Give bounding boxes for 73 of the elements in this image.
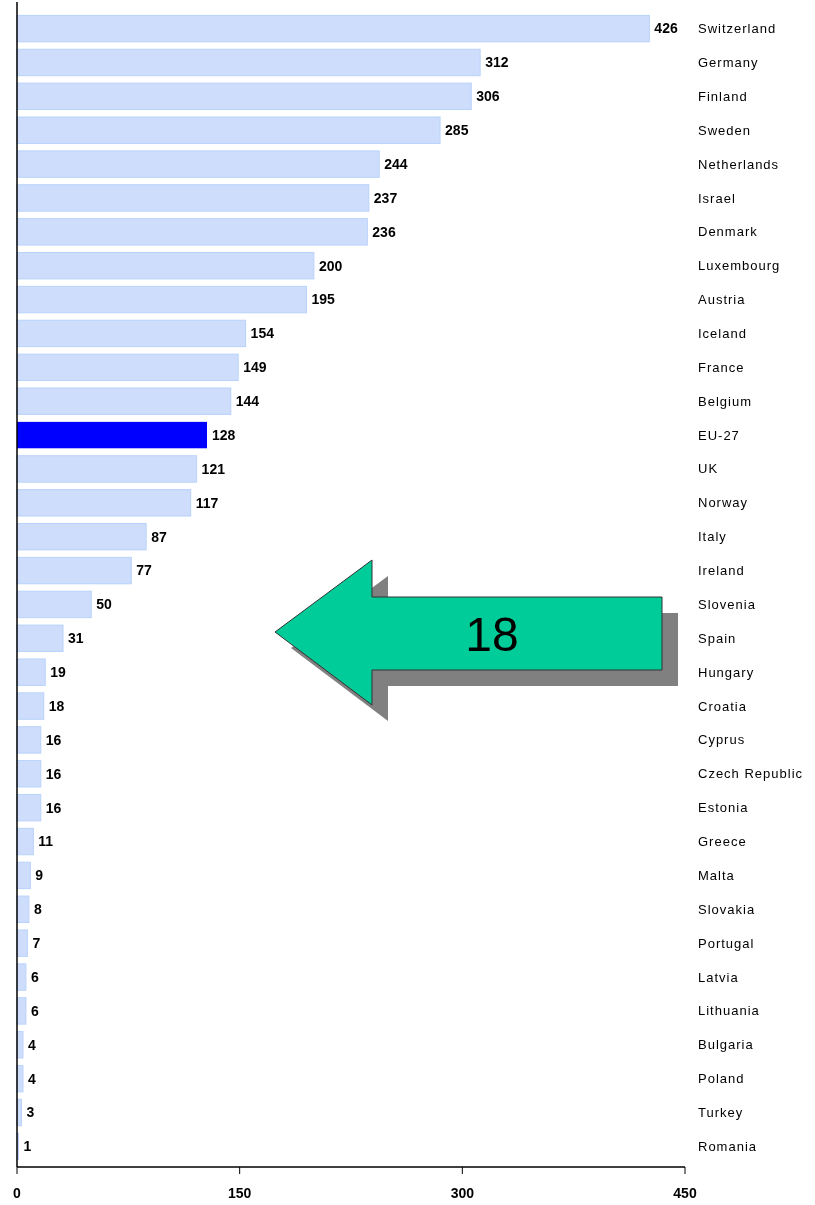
y-tick-label: Portugal <box>698 935 755 951</box>
data-label: 4 <box>27 1070 36 1087</box>
x-tick-label: 450 <box>673 1185 697 1201</box>
data-label: 285 <box>445 122 469 139</box>
y-tick-label: Estonia <box>698 800 749 816</box>
y-tick-label: Netherlands <box>698 156 780 172</box>
data-label: 16 <box>45 731 62 748</box>
y-tick-label: Germany <box>698 55 759 71</box>
data-label: 426 <box>654 20 678 37</box>
data-label: 87 <box>151 528 167 545</box>
data-label: 6 <box>30 1002 39 1019</box>
data-label: 1 <box>23 1138 32 1155</box>
y-tick-label: France <box>698 359 745 375</box>
data-label: 4 <box>27 1036 36 1053</box>
data-label: 8 <box>33 901 42 918</box>
y-tick-label: Finland <box>698 88 748 104</box>
data-label: 312 <box>485 54 509 71</box>
y-tick-label: UK <box>698 461 719 477</box>
data-label: 121 <box>201 460 226 477</box>
y-tick-label: Slovakia <box>698 901 756 917</box>
data-label: 7 <box>32 935 41 952</box>
y-tick-label: Luxembourg <box>698 258 781 274</box>
data-label: 117 <box>195 494 219 511</box>
y-tick-label: Latvia <box>698 969 739 985</box>
data-label: 50 <box>96 596 113 613</box>
x-tick-label: 150 <box>227 1185 252 1201</box>
data-label: 195 <box>311 291 336 308</box>
y-tick-label: Romania <box>698 1138 758 1154</box>
data-label: 144 <box>235 393 260 410</box>
data-label: 9 <box>35 867 44 884</box>
y-tick-label: Bulgaria <box>698 1037 754 1053</box>
y-tick-label: Slovenia <box>698 596 756 612</box>
data-label: 200 <box>318 257 343 274</box>
y-tick-label: Spain <box>698 630 737 646</box>
data-label: 11 <box>38 833 54 850</box>
y-tick-label: EU-27 <box>698 427 740 443</box>
y-tick-label: Czech Republic <box>698 766 804 782</box>
y-tick-label: Poland <box>698 1071 745 1087</box>
y-tick-label: Belgium <box>698 393 752 409</box>
y-tick-label: Iceland <box>698 326 747 341</box>
data-label: 3 <box>26 1104 35 1121</box>
data-label: 236 <box>372 223 396 240</box>
y-tick-label: Turkey <box>698 1105 744 1121</box>
y-tick-label: Sweden <box>698 122 751 138</box>
y-tick-label: Hungary <box>698 664 755 680</box>
x-tick-label: 0 <box>13 1185 22 1201</box>
data-label: 306 <box>476 88 500 105</box>
data-label: 6 <box>30 968 39 985</box>
y-tick-label: Denmark <box>698 224 758 240</box>
y-tick-label: Austria <box>698 292 746 308</box>
data-label: 16 <box>45 799 62 816</box>
data-label: 77 <box>136 562 153 579</box>
y-tick-label: Croatia <box>698 698 747 714</box>
data-label: 19 <box>50 664 66 681</box>
y-tick-label: Israel <box>698 190 736 206</box>
y-tick-label: Malta <box>698 867 735 883</box>
y-tick-label: Switzerland <box>698 21 777 37</box>
y-tick-label: Greece <box>698 834 747 850</box>
data-label: 18 <box>48 697 65 714</box>
data-label: 31 <box>68 630 84 647</box>
annotation: 18 <box>465 607 519 661</box>
data-label: 237 <box>373 189 398 206</box>
data-label: 154 <box>250 325 275 342</box>
data-label: 16 <box>45 765 62 782</box>
y-tick-label: Italy <box>698 529 727 545</box>
y-tick-label: Ireland <box>698 563 745 579</box>
data-label: 149 <box>243 359 267 376</box>
y-tick-label: Cyprus <box>698 732 746 748</box>
y-tick-label: Norway <box>698 495 749 511</box>
y-tick-label: Lithuania <box>698 1003 760 1019</box>
data-label: 128 <box>212 426 236 443</box>
data-label: 244 <box>384 155 408 172</box>
x-tick-label: 300 <box>450 1185 475 1201</box>
